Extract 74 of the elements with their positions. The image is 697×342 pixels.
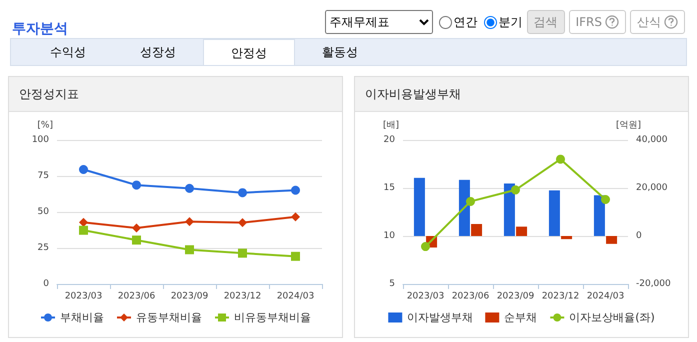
y-tick-label: 20 [384,135,396,145]
text: 검색 [526,10,565,34]
x-tick-label: 2024/03 [586,292,624,302]
point [79,226,88,235]
bar [548,190,560,236]
y-tick-label: 100 [32,135,50,145]
x-tick-label: 2023/12 [224,292,262,302]
text: IFRS [568,10,626,34]
point [185,184,194,193]
text: 안정성 [203,39,295,65]
legend-label: 이자발생부채 [407,311,474,324]
y-tick-label: 15 [384,183,395,193]
point [238,188,247,198]
point [291,252,300,261]
x-tick-label: 2023/09 [170,292,208,302]
y2-tick-label: 20,000 [636,183,668,193]
x-tick-label: 2023/09 [496,292,534,302]
point [79,165,88,174]
legend-label: 비유동부채비율 [234,311,311,324]
text: 투자분석 [12,20,68,38]
y2-tick-label: 0 [636,231,642,241]
text: 연간 [452,14,478,30]
point [556,154,565,164]
chart-title: 안정성지표 [9,77,342,112]
y2-tick-label: -20,000 [636,279,672,289]
y-axis-title: [%] [37,120,53,130]
legend-label: 순부채 [504,311,538,324]
point [291,212,300,222]
point [132,236,141,245]
y-tick-label: 25 [38,243,49,253]
bar [561,236,572,240]
bar [414,178,425,236]
x-tick-label: 2023/03 [406,292,444,302]
x-tick-label: 2023/06 [452,292,490,302]
chart-title: 이자비용발생부채 [355,77,688,112]
x-tick-label: 2023/03 [64,292,102,302]
point [466,196,475,206]
y-tick-label: 5 [389,279,395,289]
point [185,245,194,254]
bar [594,195,605,236]
text: 성장성 [139,44,177,61]
point [132,180,141,190]
y-tick-label: 50 [38,207,50,217]
y-axis-title: [배] [382,120,399,130]
bar [504,183,515,236]
point [132,223,141,232]
bar [516,226,528,236]
legend-label: 이자보상배율(좌) [569,311,655,324]
text: 분기 [498,14,523,30]
bar [606,236,618,244]
legend-label: 유동부채비율 [136,311,202,324]
y2-tick-label: 40,000 [636,135,668,145]
bar [458,180,470,236]
point [601,195,610,204]
y-tick-label: 0 [43,279,50,289]
bar [471,224,482,236]
y2-axis-title: [억원] [616,120,642,130]
legend-label: 부채비율 [60,311,104,324]
y-tick-label: 10 [384,231,396,241]
text: 활동성 [321,44,359,61]
x-tick-label: 2023/12 [542,292,580,302]
point [238,248,247,258]
point [185,217,194,226]
x-tick-label: 2024/03 [276,292,314,302]
point [511,185,520,194]
x-tick-label: 2023/06 [118,292,156,302]
y-tick-label: 75 [38,171,49,181]
text: 산식 [630,10,685,34]
point [238,218,247,228]
point [421,242,430,252]
text: 주재무제표 [324,10,433,34]
text: 수익성 [49,44,87,61]
point [79,218,88,227]
point [291,186,300,195]
